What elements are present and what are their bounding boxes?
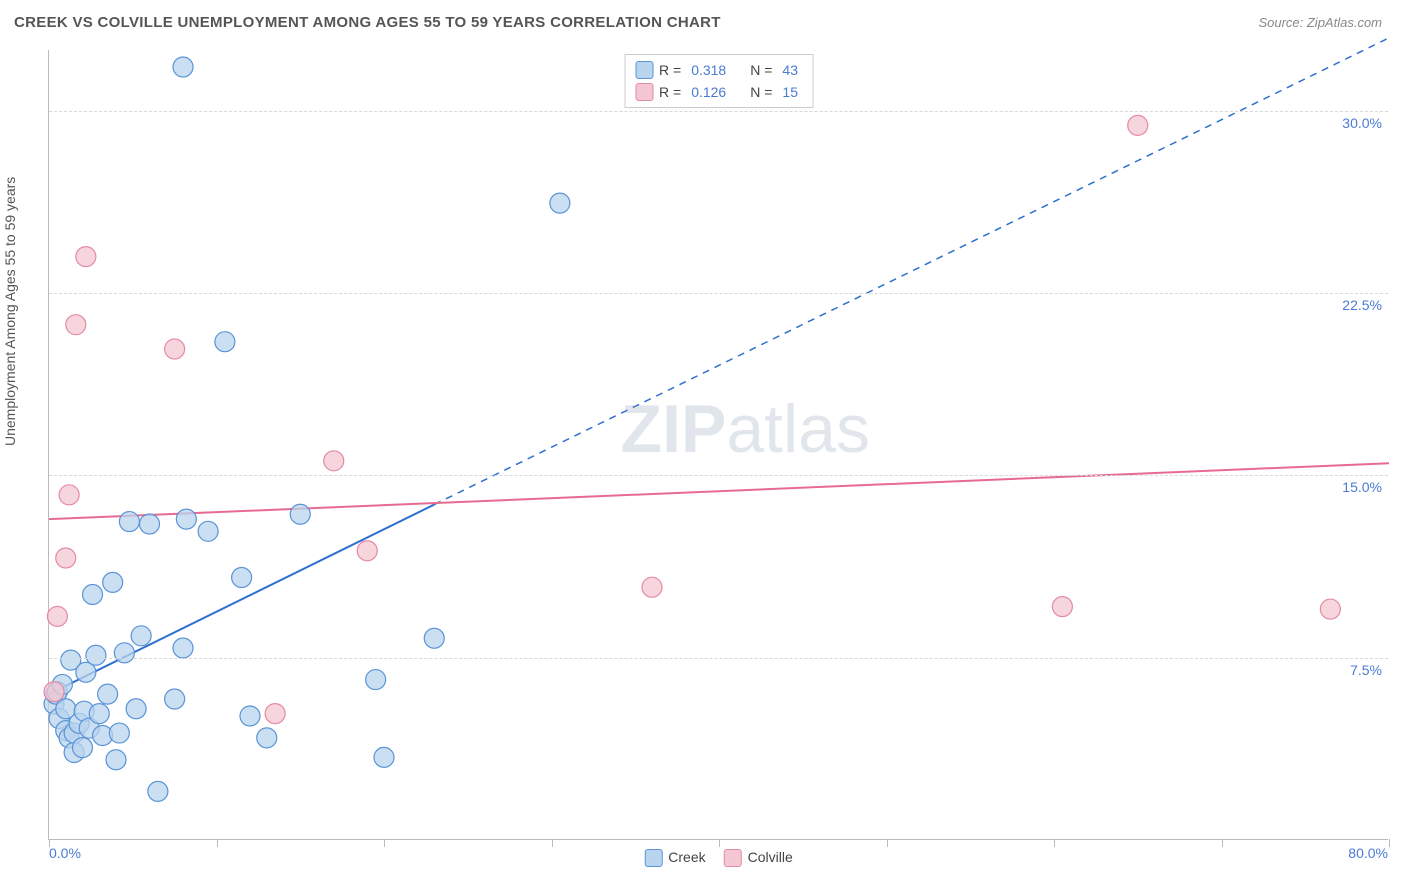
data-point: [173, 638, 193, 658]
x-tick: [1389, 839, 1390, 847]
x-tick: [217, 839, 218, 847]
data-point: [366, 670, 386, 690]
data-point: [148, 781, 168, 801]
data-point: [165, 689, 185, 709]
gridline: [49, 658, 1388, 659]
n-label: N =: [750, 84, 772, 100]
r-value: 0.126: [687, 84, 730, 100]
x-tick: [1222, 839, 1223, 847]
x-axis-labels: 0.0% 80.0%: [49, 845, 1388, 865]
trendline-extrapolated: [434, 38, 1389, 505]
data-point: [374, 747, 394, 767]
gridline: [49, 111, 1388, 112]
data-point: [76, 247, 96, 267]
r-label: R =: [659, 62, 681, 78]
y-tick-label: 22.5%: [1342, 297, 1382, 313]
data-point: [140, 514, 160, 534]
x-tick: [552, 839, 553, 847]
chart-plot-area: ZIPatlas R = 0.318 N = 43 R = 0.126 N = …: [48, 50, 1388, 840]
data-point: [126, 699, 146, 719]
x-tick: [719, 839, 720, 847]
n-value: 15: [778, 84, 802, 100]
correlation-legend: R = 0.318 N = 43 R = 0.126 N = 15: [624, 54, 813, 108]
trendline: [49, 463, 1389, 519]
data-point: [86, 645, 106, 665]
data-point: [240, 706, 260, 726]
data-point: [73, 738, 93, 758]
data-point: [357, 541, 377, 561]
data-point: [47, 606, 67, 626]
y-tick-label: 7.5%: [1350, 662, 1382, 678]
data-point: [66, 315, 86, 335]
data-point: [119, 512, 139, 532]
gridline: [49, 293, 1388, 294]
data-point: [265, 704, 285, 724]
data-point: [83, 584, 103, 604]
legend-swatch-colville: [635, 83, 653, 101]
data-point: [106, 750, 126, 770]
y-axis-label: Unemployment Among Ages 55 to 59 years: [2, 177, 18, 446]
x-max-label: 80.0%: [1348, 845, 1388, 861]
x-tick: [49, 839, 50, 847]
data-point: [56, 548, 76, 568]
y-tick-label: 30.0%: [1342, 115, 1382, 131]
y-tick-label: 15.0%: [1342, 479, 1382, 495]
data-point: [59, 485, 79, 505]
data-point: [198, 521, 218, 541]
data-point: [89, 704, 109, 724]
x-tick: [1054, 839, 1055, 847]
chart-title: CREEK VS COLVILLE UNEMPLOYMENT AMONG AGE…: [14, 14, 721, 31]
r-value: 0.318: [687, 62, 730, 78]
data-point: [257, 728, 277, 748]
n-value: 43: [778, 62, 802, 78]
data-point: [103, 572, 123, 592]
data-point: [232, 567, 252, 587]
data-point: [176, 509, 196, 529]
chart-header: CREEK VS COLVILLE UNEMPLOYMENT AMONG AGE…: [0, 0, 1406, 44]
data-point: [173, 57, 193, 77]
n-label: N =: [750, 62, 772, 78]
scatter-svg: [49, 50, 1388, 839]
data-point: [215, 332, 235, 352]
chart-source: Source: ZipAtlas.com: [1258, 15, 1382, 30]
trendline: [49, 505, 434, 695]
x-tick: [384, 839, 385, 847]
data-point: [165, 339, 185, 359]
data-point: [98, 684, 118, 704]
data-point: [44, 682, 64, 702]
data-point: [109, 723, 129, 743]
data-point: [424, 628, 444, 648]
data-point: [1128, 115, 1148, 135]
gridline: [49, 475, 1388, 476]
data-point: [550, 193, 570, 213]
legend-swatch-creek: [635, 61, 653, 79]
data-point: [324, 451, 344, 471]
correlation-legend-row: R = 0.318 N = 43: [635, 59, 802, 81]
data-point: [131, 626, 151, 646]
data-point: [1320, 599, 1340, 619]
data-point: [114, 643, 134, 663]
x-tick: [887, 839, 888, 847]
data-point: [642, 577, 662, 597]
x-min-label: 0.0%: [49, 845, 81, 861]
data-point: [290, 504, 310, 524]
data-point: [1052, 597, 1072, 617]
correlation-legend-row: R = 0.126 N = 15: [635, 81, 802, 103]
r-label: R =: [659, 84, 681, 100]
